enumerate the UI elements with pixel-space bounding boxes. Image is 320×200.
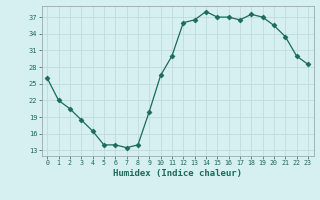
X-axis label: Humidex (Indice chaleur): Humidex (Indice chaleur) xyxy=(113,169,242,178)
